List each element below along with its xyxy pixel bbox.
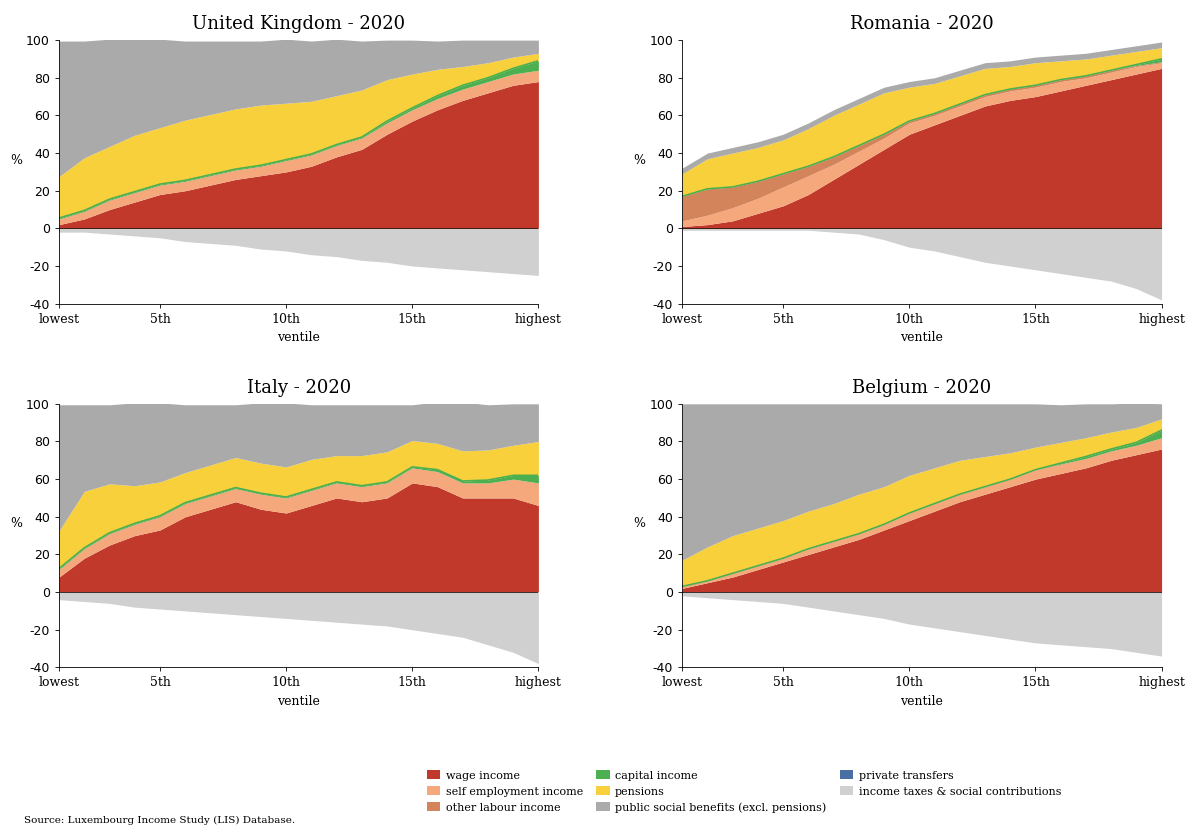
Y-axis label: %: % <box>634 518 646 530</box>
Title: Belgium - 2020: Belgium - 2020 <box>852 379 991 396</box>
Y-axis label: %: % <box>10 154 22 167</box>
Title: Romania - 2020: Romania - 2020 <box>850 15 994 33</box>
Title: Italy - 2020: Italy - 2020 <box>246 379 350 396</box>
Title: United Kingdom - 2020: United Kingdom - 2020 <box>192 15 406 33</box>
Y-axis label: %: % <box>634 154 646 167</box>
X-axis label: ventile: ventile <box>277 332 320 344</box>
X-axis label: ventile: ventile <box>900 695 943 708</box>
Text: Source: Luxembourg Income Study (LIS) Database.: Source: Luxembourg Income Study (LIS) Da… <box>24 815 295 824</box>
X-axis label: ventile: ventile <box>900 332 943 344</box>
X-axis label: ventile: ventile <box>277 695 320 708</box>
Legend: wage income, self employment income, other labour income, capital income, pensio: wage income, self employment income, oth… <box>422 765 1066 817</box>
Y-axis label: %: % <box>10 518 22 530</box>
